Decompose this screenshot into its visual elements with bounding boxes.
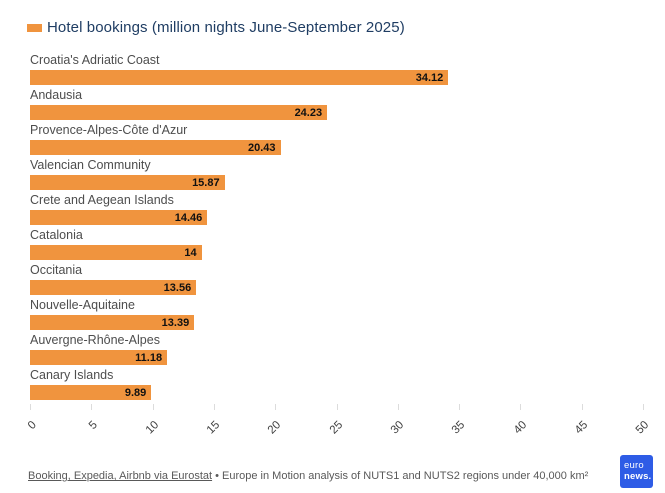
source-link[interactable]: Booking, Expedia, Airbnb via Eurostat (28, 470, 213, 483)
category-label: Valencian Community (30, 158, 151, 172)
bar-row: Catalonia 14 (30, 227, 650, 262)
bar-row: Canary Islands 9.89 (30, 367, 650, 402)
x-axis-tick-label: 5 (86, 419, 100, 433)
axis-tick (336, 404, 338, 410)
bar[interactable]: 14.46 (30, 210, 208, 225)
bar[interactable]: 24.23 (30, 105, 328, 120)
axis-tick (643, 404, 644, 410)
axis-tick (91, 404, 93, 410)
chart-title: Hotel bookings (million nights June-Sept… (47, 19, 405, 36)
x-axis-ticks (30, 404, 644, 411)
footer-separator: • (212, 470, 223, 483)
bar-row: Occitania 13.56 (30, 262, 650, 297)
category-label: Andausia (30, 88, 83, 102)
bar-row: Andausia 24.23 (30, 87, 650, 122)
bar-row: Nouvelle-Aquitaine 13.39 (30, 297, 650, 332)
bar-value-label: 14 (184, 246, 197, 259)
bar-row: Provence-Alpes-Côte d'Azur 20.43 (30, 122, 650, 157)
logo-line-1: euro (624, 460, 644, 471)
source-footer: Booking, Expedia, Airbnb via Eurostat • … (28, 469, 613, 485)
x-axis-tick-label: 45 (572, 419, 591, 437)
axis-tick (581, 404, 583, 410)
bar-row: Auvergne-Rhône-Alpes 11.18 (30, 332, 650, 367)
category-label: Occitania (30, 263, 83, 277)
axis-tick (397, 404, 399, 410)
bar[interactable]: 9.89 (30, 385, 152, 400)
category-label: Croatia's Adriatic Coast (30, 53, 160, 67)
bar-value-label: 20.43 (247, 141, 276, 154)
axis-tick (275, 404, 277, 410)
axis-tick (520, 404, 522, 410)
bar-value-label: 24.23 (294, 106, 323, 119)
euronews-logo: euro news. (620, 455, 653, 488)
axis-tick (30, 404, 31, 410)
logo-line-2: news. (624, 470, 652, 482)
footer-note: Europe in Motion analysis of NUTS1 and N… (222, 470, 589, 483)
x-axis-tick-label: 0 (25, 419, 39, 433)
bar[interactable]: 34.12 (30, 70, 449, 85)
bar-row: Crete and Aegean Islands 14.46 (30, 192, 650, 227)
bar-value-label: 13.39 (161, 316, 190, 329)
x-axis-tick-label: 10 (143, 419, 162, 437)
x-axis-tick-label: 25 (327, 419, 345, 437)
axis-tick (459, 404, 461, 410)
chart-legend: Hotel bookings (million nights June-Sept… (27, 17, 405, 39)
category-label: Catalonia (30, 228, 83, 242)
bar[interactable]: 15.87 (30, 175, 225, 190)
x-axis-tick-label: 40 (511, 419, 529, 437)
bar-row: Valencian Community 15.87 (30, 157, 650, 192)
x-axis-tick-label: 30 (388, 419, 407, 437)
bar[interactable]: 13.39 (30, 315, 195, 330)
bar-row: Croatia's Adriatic Coast 34.12 (30, 52, 650, 87)
legend-swatch-icon (27, 24, 42, 32)
bar[interactable]: 11.18 (30, 350, 168, 365)
x-axis-tick-label: 50 (633, 419, 652, 437)
category-label: Nouvelle-Aquitaine (30, 298, 135, 312)
axis-tick (213, 404, 215, 410)
x-axis-tick-label: 15 (204, 419, 223, 437)
bar[interactable]: 20.43 (30, 140, 281, 155)
category-label: Provence-Alpes-Côte d'Azur (30, 123, 188, 137)
bar-value-label: 11.18 (135, 351, 163, 364)
bar-value-label: 9.89 (124, 386, 147, 399)
axis-tick (152, 404, 154, 410)
category-label: Crete and Aegean Islands (30, 193, 174, 207)
bar-value-label: 34.12 (415, 71, 444, 84)
bar[interactable]: 13.56 (30, 280, 197, 295)
x-axis-tick-label: 20 (266, 419, 284, 437)
bar-value-label: 14.46 (174, 211, 203, 224)
x-axis: 0 5 10 15 20 25 30 35 40 45 50 (25, 413, 651, 455)
bar[interactable]: 14 (30, 245, 202, 260)
bar-value-label: 13.56 (163, 281, 192, 294)
x-axis-tick-label: 35 (450, 419, 468, 437)
category-label: Canary Islands (30, 368, 114, 382)
bar-chart-plot: Croatia's Adriatic Coast 34.12 Andausia … (30, 52, 650, 402)
bar-value-label: 15.87 (192, 176, 220, 189)
category-label: Auvergne-Rhône-Alpes (30, 333, 160, 347)
